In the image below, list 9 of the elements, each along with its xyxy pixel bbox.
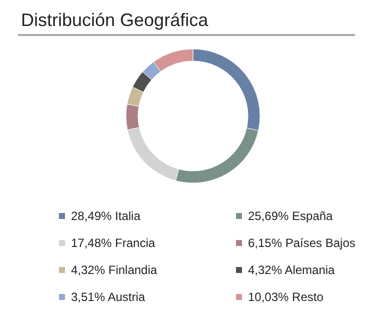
legend-label: 4,32% Alemania (248, 263, 336, 277)
legend-label: 25,69% España (248, 209, 334, 223)
legend-label: 3,51% Austria (71, 290, 146, 304)
chart-title: Distribución Geográfica (21, 10, 210, 30)
legend-label: 17,48% Francia (71, 236, 156, 250)
legend-label: 6,15% Países Bajos (248, 236, 356, 250)
legend-label: 4,32% Finlandia (71, 263, 158, 277)
legend-label: 28,49% Italia (71, 209, 141, 223)
legend-label: 10,03% Resto (248, 290, 324, 304)
